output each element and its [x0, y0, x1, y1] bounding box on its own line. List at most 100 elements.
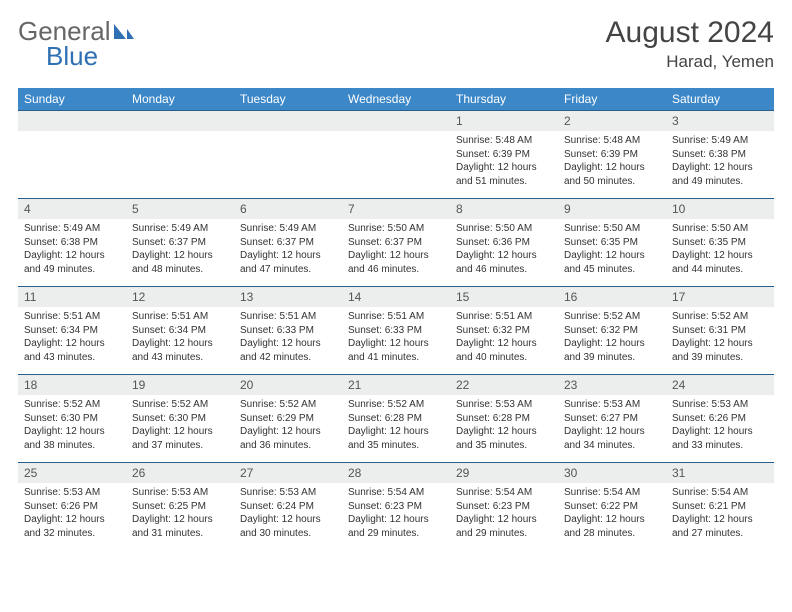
day-details: Sunrise: 5:53 AMSunset: 6:26 PMDaylight:… [666, 395, 774, 456]
calendar-week-row: 4Sunrise: 5:49 AMSunset: 6:38 PMDaylight… [18, 199, 774, 287]
day-details: Sunrise: 5:48 AMSunset: 6:39 PMDaylight:… [558, 131, 666, 192]
calendar-day-cell: 28Sunrise: 5:54 AMSunset: 6:23 PMDayligh… [342, 463, 450, 551]
calendar-day-cell: 31Sunrise: 5:54 AMSunset: 6:21 PMDayligh… [666, 463, 774, 551]
day-number [234, 111, 342, 131]
calendar-day-cell: 12Sunrise: 5:51 AMSunset: 6:34 PMDayligh… [126, 287, 234, 375]
day-number: 22 [450, 375, 558, 395]
calendar-day-cell: 8Sunrise: 5:50 AMSunset: 6:36 PMDaylight… [450, 199, 558, 287]
day-number: 24 [666, 375, 774, 395]
calendar-day-cell [126, 111, 234, 199]
day-details: Sunrise: 5:53 AMSunset: 6:24 PMDaylight:… [234, 483, 342, 544]
calendar-day-cell [342, 111, 450, 199]
calendar-day-cell: 14Sunrise: 5:51 AMSunset: 6:33 PMDayligh… [342, 287, 450, 375]
day-details: Sunrise: 5:50 AMSunset: 6:36 PMDaylight:… [450, 219, 558, 280]
day-number: 29 [450, 463, 558, 483]
weekday-header: Saturday [666, 88, 774, 111]
day-number: 26 [126, 463, 234, 483]
calendar-day-cell: 13Sunrise: 5:51 AMSunset: 6:33 PMDayligh… [234, 287, 342, 375]
calendar-day-cell: 6Sunrise: 5:49 AMSunset: 6:37 PMDaylight… [234, 199, 342, 287]
calendar-day-cell: 18Sunrise: 5:52 AMSunset: 6:30 PMDayligh… [18, 375, 126, 463]
sail-icon [113, 16, 135, 47]
day-number: 12 [126, 287, 234, 307]
day-details: Sunrise: 5:49 AMSunset: 6:38 PMDaylight:… [18, 219, 126, 280]
day-details: Sunrise: 5:52 AMSunset: 6:30 PMDaylight:… [126, 395, 234, 456]
day-details: Sunrise: 5:53 AMSunset: 6:26 PMDaylight:… [18, 483, 126, 544]
day-number: 31 [666, 463, 774, 483]
weekday-header: Wednesday [342, 88, 450, 111]
day-details: Sunrise: 5:52 AMSunset: 6:32 PMDaylight:… [558, 307, 666, 368]
day-number: 16 [558, 287, 666, 307]
day-number: 1 [450, 111, 558, 131]
day-details: Sunrise: 5:51 AMSunset: 6:34 PMDaylight:… [126, 307, 234, 368]
calendar-day-cell: 9Sunrise: 5:50 AMSunset: 6:35 PMDaylight… [558, 199, 666, 287]
day-details: Sunrise: 5:51 AMSunset: 6:33 PMDaylight:… [342, 307, 450, 368]
day-number: 3 [666, 111, 774, 131]
day-details: Sunrise: 5:52 AMSunset: 6:29 PMDaylight:… [234, 395, 342, 456]
day-number: 10 [666, 199, 774, 219]
day-details: Sunrise: 5:50 AMSunset: 6:35 PMDaylight:… [666, 219, 774, 280]
calendar-day-cell: 30Sunrise: 5:54 AMSunset: 6:22 PMDayligh… [558, 463, 666, 551]
day-details: Sunrise: 5:54 AMSunset: 6:21 PMDaylight:… [666, 483, 774, 544]
day-details: Sunrise: 5:50 AMSunset: 6:35 PMDaylight:… [558, 219, 666, 280]
day-details: Sunrise: 5:53 AMSunset: 6:27 PMDaylight:… [558, 395, 666, 456]
day-details: Sunrise: 5:48 AMSunset: 6:39 PMDaylight:… [450, 131, 558, 192]
calendar-day-cell: 2Sunrise: 5:48 AMSunset: 6:39 PMDaylight… [558, 111, 666, 199]
calendar-week-row: 25Sunrise: 5:53 AMSunset: 6:26 PMDayligh… [18, 463, 774, 551]
calendar-day-cell: 16Sunrise: 5:52 AMSunset: 6:32 PMDayligh… [558, 287, 666, 375]
calendar-table: SundayMondayTuesdayWednesdayThursdayFrid… [18, 88, 774, 551]
day-details: Sunrise: 5:49 AMSunset: 6:38 PMDaylight:… [666, 131, 774, 192]
calendar-day-cell: 4Sunrise: 5:49 AMSunset: 6:38 PMDaylight… [18, 199, 126, 287]
calendar-day-cell: 24Sunrise: 5:53 AMSunset: 6:26 PMDayligh… [666, 375, 774, 463]
calendar-body: 1Sunrise: 5:48 AMSunset: 6:39 PMDaylight… [18, 111, 774, 551]
day-details: Sunrise: 5:54 AMSunset: 6:23 PMDaylight:… [342, 483, 450, 544]
brand-logo: GeneralBlue [18, 16, 135, 78]
day-number: 14 [342, 287, 450, 307]
weekday-header: Monday [126, 88, 234, 111]
day-number: 18 [18, 375, 126, 395]
calendar-day-cell: 22Sunrise: 5:53 AMSunset: 6:28 PMDayligh… [450, 375, 558, 463]
calendar-day-cell: 25Sunrise: 5:53 AMSunset: 6:26 PMDayligh… [18, 463, 126, 551]
weekday-header: Thursday [450, 88, 558, 111]
day-details: Sunrise: 5:53 AMSunset: 6:25 PMDaylight:… [126, 483, 234, 544]
calendar-day-cell: 23Sunrise: 5:53 AMSunset: 6:27 PMDayligh… [558, 375, 666, 463]
day-details: Sunrise: 5:52 AMSunset: 6:31 PMDaylight:… [666, 307, 774, 368]
location: Harad, Yemen [606, 52, 774, 72]
calendar-day-cell [18, 111, 126, 199]
day-number: 17 [666, 287, 774, 307]
day-number: 30 [558, 463, 666, 483]
day-number [342, 111, 450, 131]
day-number: 28 [342, 463, 450, 483]
calendar-day-cell: 21Sunrise: 5:52 AMSunset: 6:28 PMDayligh… [342, 375, 450, 463]
day-number: 6 [234, 199, 342, 219]
calendar-day-cell: 5Sunrise: 5:49 AMSunset: 6:37 PMDaylight… [126, 199, 234, 287]
page-title: August 2024 [606, 16, 774, 50]
calendar-week-row: 11Sunrise: 5:51 AMSunset: 6:34 PMDayligh… [18, 287, 774, 375]
calendar-day-cell: 7Sunrise: 5:50 AMSunset: 6:37 PMDaylight… [342, 199, 450, 287]
day-number [126, 111, 234, 131]
calendar-day-cell: 15Sunrise: 5:51 AMSunset: 6:32 PMDayligh… [450, 287, 558, 375]
calendar-day-cell [234, 111, 342, 199]
day-number: 13 [234, 287, 342, 307]
day-number: 23 [558, 375, 666, 395]
title-block: August 2024 Harad, Yemen [606, 16, 774, 72]
calendar-day-cell: 19Sunrise: 5:52 AMSunset: 6:30 PMDayligh… [126, 375, 234, 463]
header: GeneralBlue August 2024 Harad, Yemen [18, 16, 774, 78]
day-number: 2 [558, 111, 666, 131]
day-details [18, 131, 126, 138]
day-details: Sunrise: 5:54 AMSunset: 6:22 PMDaylight:… [558, 483, 666, 544]
day-details: Sunrise: 5:53 AMSunset: 6:28 PMDaylight:… [450, 395, 558, 456]
day-details [342, 131, 450, 138]
day-number: 7 [342, 199, 450, 219]
weekday-header: Tuesday [234, 88, 342, 111]
weekday-header-row: SundayMondayTuesdayWednesdayThursdayFrid… [18, 88, 774, 111]
day-details: Sunrise: 5:51 AMSunset: 6:33 PMDaylight:… [234, 307, 342, 368]
day-number: 4 [18, 199, 126, 219]
day-number: 8 [450, 199, 558, 219]
calendar-day-cell: 11Sunrise: 5:51 AMSunset: 6:34 PMDayligh… [18, 287, 126, 375]
day-details: Sunrise: 5:54 AMSunset: 6:23 PMDaylight:… [450, 483, 558, 544]
calendar-day-cell: 3Sunrise: 5:49 AMSunset: 6:38 PMDaylight… [666, 111, 774, 199]
day-details [126, 131, 234, 138]
calendar-day-cell: 10Sunrise: 5:50 AMSunset: 6:35 PMDayligh… [666, 199, 774, 287]
calendar-day-cell: 17Sunrise: 5:52 AMSunset: 6:31 PMDayligh… [666, 287, 774, 375]
day-number: 15 [450, 287, 558, 307]
